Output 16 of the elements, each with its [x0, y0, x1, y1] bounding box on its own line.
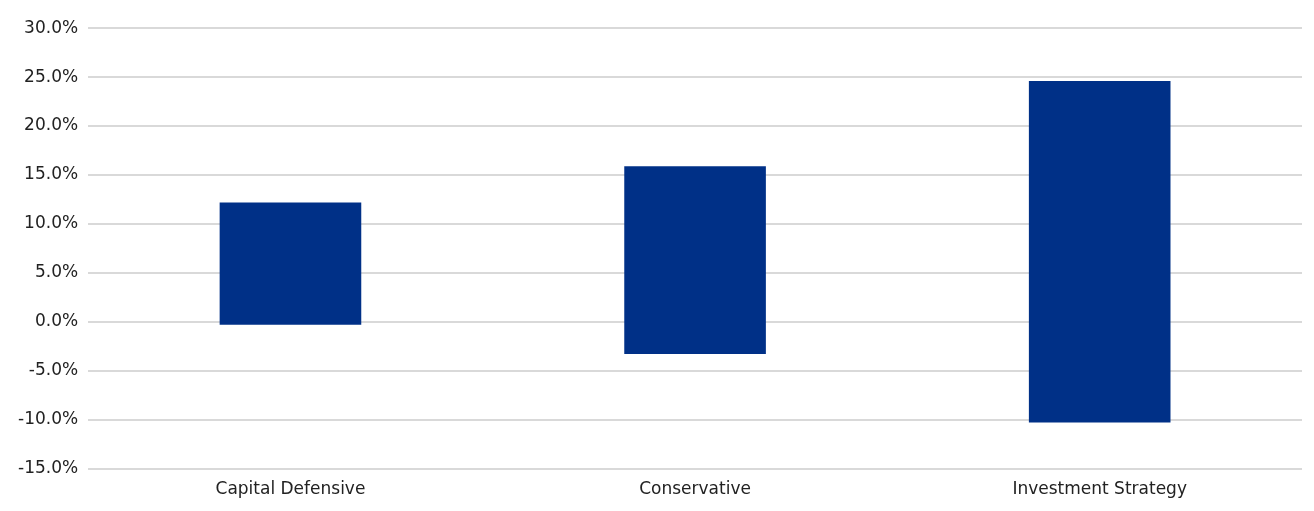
y-tick-label: -15.0% [18, 457, 79, 478]
x-tick-label: Investment Strategy [1012, 478, 1187, 499]
y-tick-label: -5.0% [28, 359, 79, 380]
y-tick-label: 30.0% [24, 16, 79, 37]
x-tick-label: Capital Defensive [215, 478, 366, 499]
y-tick-label: -10.0% [18, 408, 79, 429]
x-tick-label: Conservative [639, 478, 751, 499]
y-tick-label: 10.0% [24, 212, 79, 233]
y-tick-label: 5.0% [34, 261, 79, 282]
bar [219, 202, 362, 325]
y-tick-label: 0.0% [34, 310, 79, 331]
y-tick-label: 15.0% [24, 163, 79, 184]
bar [1028, 81, 1171, 423]
bar [624, 166, 766, 355]
y-tick-label: 20.0% [24, 114, 79, 135]
y-tick-label: 25.0% [24, 65, 79, 86]
